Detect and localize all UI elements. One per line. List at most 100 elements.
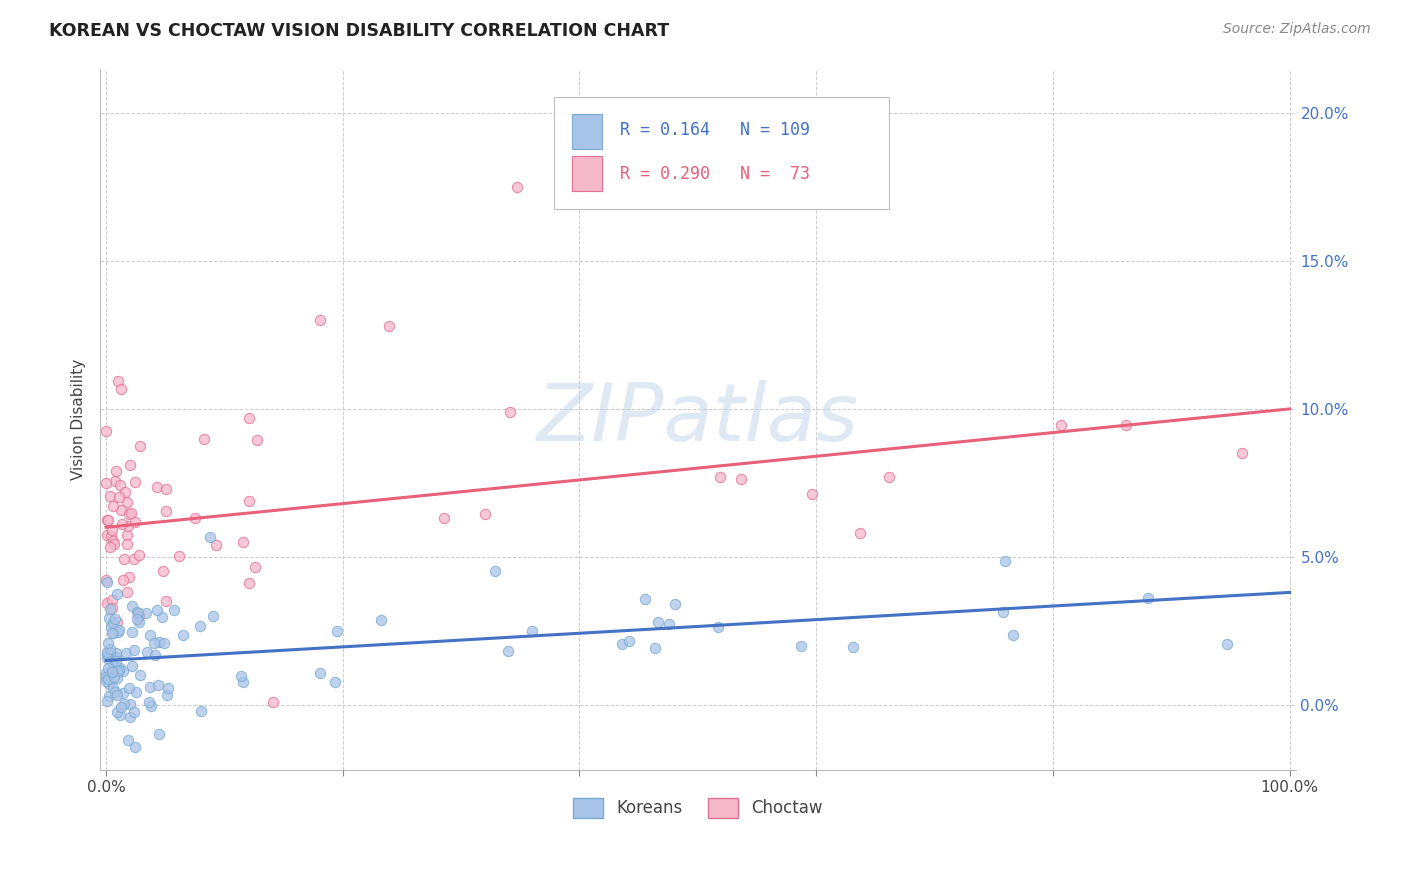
Point (117, 518, 139, 533)
Point (110, 503, 132, 517)
Point (484, 564, 506, 578)
Point (96, 647, 118, 661)
Point (117, 528, 139, 542)
Point (98, 489, 121, 503)
Point (146, 678, 169, 692)
Point (125, 606, 148, 620)
Point (139, 680, 162, 694)
Point (103, 625, 125, 640)
Point (110, 699, 132, 714)
Point (100, 540, 122, 554)
Point (157, 681, 180, 695)
Point (108, 661, 131, 675)
Point (155, 593, 177, 607)
Point (122, 552, 145, 566)
Point (101, 681, 124, 695)
Text: KOREAN VS CHOCTAW VISION DISABILITY CORRELATION CHART: KOREAN VS CHOCTAW VISION DISABILITY CORR… (49, 22, 669, 40)
Point (991, 605, 1014, 619)
Point (496, 643, 519, 657)
Point (155, 482, 177, 496)
Text: R = 0.164   N = 109: R = 0.164 N = 109 (620, 120, 810, 138)
Point (232, 534, 254, 549)
Point (104, 612, 127, 626)
Point (96, 694, 118, 708)
Point (801, 487, 824, 501)
Point (98, 602, 121, 616)
Point (172, 628, 194, 642)
Point (112, 697, 135, 711)
Point (122, 643, 145, 657)
Point (105, 688, 128, 702)
Point (94, 670, 117, 684)
Point (96, 513, 118, 527)
Point (617, 634, 640, 648)
Point (118, 710, 141, 724)
Point (101, 615, 124, 630)
Point (1230, 445, 1253, 459)
Legend: Koreans, Choctaw: Koreans, Choctaw (567, 791, 830, 825)
Point (105, 587, 128, 601)
Point (104, 646, 127, 660)
Point (114, 551, 136, 566)
FancyBboxPatch shape (554, 96, 889, 209)
Point (377, 318, 399, 333)
Point (121, 658, 143, 673)
Bar (572, 114, 602, 149)
Point (103, 670, 125, 684)
Point (118, 508, 141, 522)
Point (647, 615, 669, 630)
Point (97, 677, 120, 691)
Point (125, 612, 148, 626)
Point (104, 685, 127, 699)
Point (139, 698, 162, 713)
Point (309, 665, 332, 680)
Point (122, 705, 145, 719)
Point (243, 560, 266, 574)
Point (96, 673, 118, 688)
Point (246, 433, 269, 447)
Point (120, 507, 142, 521)
Point (96, 666, 118, 681)
Point (994, 554, 1017, 568)
Point (98, 641, 121, 656)
Point (163, 603, 186, 617)
Bar (572, 156, 602, 191)
Point (520, 624, 543, 639)
Point (105, 664, 128, 678)
Point (114, 646, 136, 660)
Point (97, 661, 120, 675)
Point (107, 625, 129, 640)
Point (108, 490, 131, 504)
Point (97, 672, 120, 686)
Point (879, 470, 901, 484)
Point (849, 526, 872, 541)
Point (110, 382, 132, 396)
Point (97, 513, 120, 527)
Point (139, 628, 162, 642)
Point (1002, 628, 1025, 642)
Text: R = 0.290   N =  73: R = 0.290 N = 73 (620, 165, 810, 183)
Point (101, 593, 124, 607)
Point (96, 575, 118, 590)
Point (112, 574, 135, 588)
Point (118, 697, 141, 711)
Point (205, 538, 228, 552)
Point (105, 615, 128, 630)
Point (1050, 417, 1073, 432)
Point (135, 606, 157, 620)
Point (238, 410, 260, 425)
Point (610, 637, 633, 651)
Point (103, 499, 125, 513)
Point (128, 608, 150, 623)
Point (706, 620, 728, 634)
Point (125, 684, 148, 698)
Point (101, 523, 124, 537)
Point (658, 616, 681, 631)
Point (103, 536, 125, 550)
Point (184, 510, 207, 524)
Point (100, 620, 122, 634)
Point (128, 548, 150, 562)
Point (115, 585, 138, 599)
Point (262, 694, 284, 708)
Point (96, 651, 118, 665)
